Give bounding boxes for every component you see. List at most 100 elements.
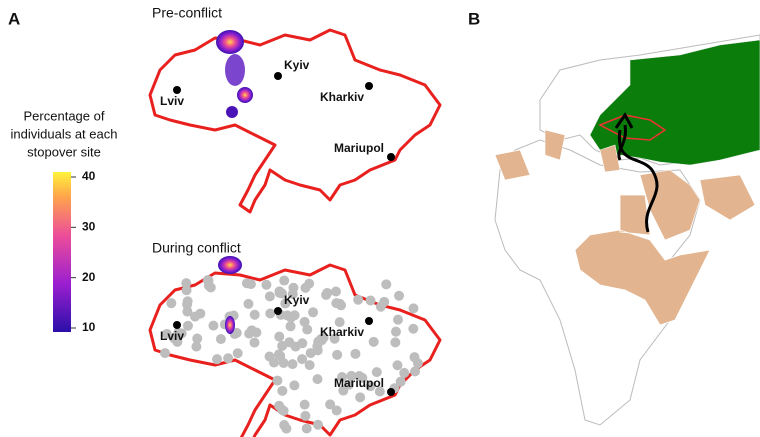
heat-blob [218, 256, 242, 274]
heat-blob [225, 316, 235, 334]
stopover-dot [337, 372, 348, 383]
stopover-dot [332, 349, 343, 360]
stopover-dot [160, 348, 171, 359]
stopover-dot [279, 275, 290, 286]
stopover-dot [302, 324, 313, 335]
legend-title: stopover site [27, 144, 101, 159]
stopover-dot [278, 358, 289, 369]
stopover-dot [304, 360, 315, 371]
ukraine-map: During conflict Kyiv Lviv Kharkiv Mariupol [148, 240, 442, 437]
stopover-dot [346, 370, 357, 381]
tick-label: 40 [82, 169, 96, 183]
stopover-dot [274, 287, 285, 298]
stopover-dot [331, 405, 342, 416]
stopover-dot [408, 323, 419, 334]
stopover-dot [321, 289, 332, 300]
stopover-dot [297, 354, 308, 365]
stopover-dot [273, 349, 284, 360]
stopover-dot [181, 285, 192, 296]
stopover-dot [308, 307, 319, 318]
city-marker [173, 321, 181, 329]
stopover-dot [289, 380, 300, 391]
stopover-dot [392, 360, 403, 371]
stopover-dot [264, 291, 275, 302]
stopover-dot [330, 286, 341, 297]
stopover-dot [232, 348, 243, 359]
colorbar-legend: Percentage of individuals at each stopov… [11, 108, 118, 334]
stopover-dot [355, 392, 366, 403]
stopover-dot [394, 290, 405, 301]
stopover-dot [215, 334, 226, 345]
stopover-dot [274, 331, 285, 342]
city-marker [365, 317, 373, 325]
city-marker [173, 86, 181, 94]
stopover-dot [318, 332, 329, 343]
stopover-dot [261, 279, 272, 290]
stopover-dot [173, 327, 184, 338]
stopover-dot [182, 296, 193, 307]
map-title: Pre-conflict [152, 5, 222, 21]
stopover-dot [371, 367, 382, 378]
heat-blob [226, 106, 238, 118]
map-title: During conflict [152, 240, 241, 256]
city-label: Lviv [160, 329, 184, 343]
stopover-dot [365, 295, 376, 306]
panel-label: A [8, 9, 20, 28]
stopover-dot [399, 367, 410, 378]
stopover-dot [264, 351, 275, 362]
city-marker [365, 82, 373, 90]
stopover-dot [166, 298, 177, 309]
stopover-dot [300, 282, 311, 293]
stopover-dot [390, 337, 401, 348]
stopover-dot [365, 381, 376, 392]
city-label: Lviv [160, 94, 184, 108]
stopover-dot [354, 371, 365, 382]
city-label: Mariupol [334, 141, 384, 155]
stopover-dot [350, 348, 361, 359]
stopover-dot [300, 410, 311, 421]
stopover-dot [312, 374, 323, 385]
stopover-dot [325, 399, 336, 410]
stopover-dot [191, 341, 202, 352]
stopover-dot [329, 333, 340, 344]
city-marker [274, 307, 282, 315]
stopover-dot [290, 341, 301, 352]
stopover-dot [343, 379, 354, 390]
stopover-dot [203, 275, 214, 286]
stopover-dot [243, 298, 254, 309]
heat-blob [216, 30, 244, 54]
stopover-dot [287, 359, 298, 370]
colorbar [53, 172, 71, 332]
stopover-dot [245, 279, 256, 290]
stopover-dot [410, 366, 421, 377]
stopover-dot [368, 336, 379, 347]
stopover-dot [181, 278, 192, 289]
country-outline [148, 28, 442, 214]
stopover-dot [390, 326, 401, 337]
stopover-dot [395, 376, 406, 387]
stopover-dot [249, 337, 260, 348]
stopover-dot [272, 375, 283, 386]
tick-label: 30 [82, 220, 96, 234]
tick-label: 20 [82, 270, 96, 284]
stopover-dot [353, 294, 364, 305]
stopover-dot [312, 419, 323, 430]
stopover-dot [285, 321, 296, 332]
stopover-dot [280, 298, 291, 309]
heat-blob [225, 54, 245, 86]
stopover-dot [409, 352, 420, 363]
world-map [490, 30, 760, 437]
ukraine-map: Pre-conflict Kyiv Lviv Kharkiv Mariupol [148, 5, 442, 214]
stopover-dot [381, 279, 392, 290]
stopover-dot [335, 300, 346, 311]
stopover-dot [276, 404, 287, 415]
city-label: Kyiv [284, 293, 310, 307]
stopover-dot [281, 423, 292, 434]
city-label: Mariupol [334, 376, 384, 390]
stopover-dot [277, 385, 288, 396]
stopover-dot [301, 423, 312, 434]
legend-title: Percentage of [24, 108, 105, 123]
city-marker [387, 153, 395, 161]
stopover-dot [299, 399, 310, 410]
